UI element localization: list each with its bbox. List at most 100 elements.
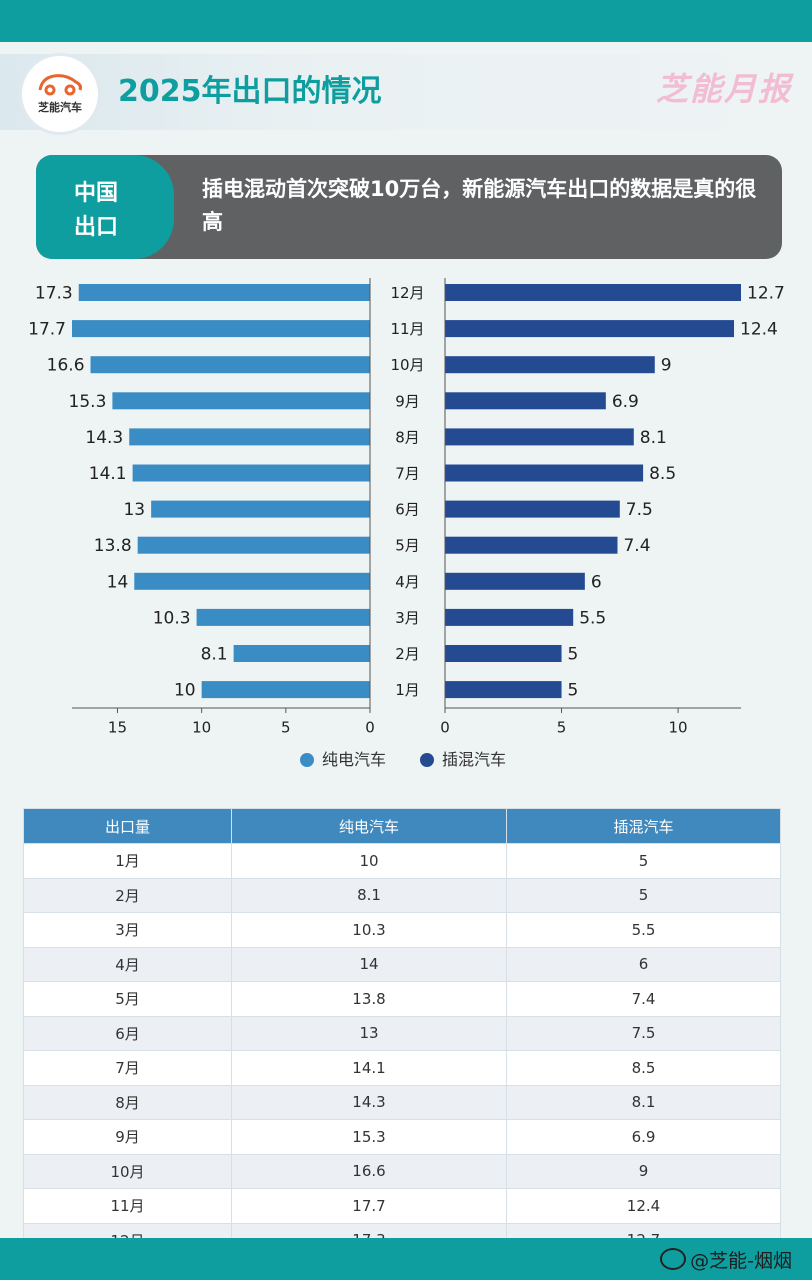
table-cell-bev: 14.3: [231, 1084, 507, 1120]
table-cell-phev: 7.5: [506, 1015, 781, 1051]
data-label-bev: 10: [174, 681, 196, 701]
category-label: 5月: [395, 537, 420, 555]
data-label-bev: 8.1: [201, 645, 228, 665]
brand-mark: 芝能月报: [655, 70, 792, 108]
watermark: @芝能-烟烟: [660, 1246, 792, 1273]
data-table: 出口量 纯电汽车 插混汽车 1月 10 5 2月 8.1 5 3月 10.3 5.5 4月 14 6 5…: [23, 808, 781, 1258]
banner: 中国 出口 插电混动首次突破10万台，新能源汽车出口的数据是真的很高: [36, 155, 782, 259]
table-cell-month: 9月: [23, 1119, 232, 1155]
table-cell-month: 8月: [23, 1084, 232, 1120]
car-logo-icon: [38, 74, 82, 96]
table-row: 2月 8.1 5: [23, 877, 781, 913]
bar-phev: [445, 572, 585, 590]
category-label: 2月: [395, 645, 420, 663]
top-band: [0, 0, 812, 42]
bar-phev: [445, 464, 644, 482]
table-row: 9月 15.3 6.9: [23, 1119, 781, 1155]
right-tick-label: 10: [669, 719, 688, 737]
bar-bev: [134, 572, 370, 590]
bar-phev: [445, 536, 618, 554]
table-cell-bev: 13: [231, 1015, 507, 1051]
table-cell-month: 11月: [23, 1188, 232, 1224]
category-label: 11月: [390, 320, 424, 338]
category-label: 3月: [395, 609, 420, 627]
bar-bev: [196, 608, 370, 626]
banner-text: 插电混动首次突破10万台，新能源汽车出口的数据是真的很高: [202, 177, 757, 234]
data-label-bev: 15.3: [69, 392, 107, 412]
bar-phev: [445, 428, 634, 446]
data-label-phev: 12.4: [740, 320, 778, 340]
data-label-phev: 5: [568, 645, 579, 665]
table-row: 1月 10 5: [23, 843, 781, 879]
table-row: 5月 13.8 7.4: [23, 981, 781, 1017]
bar-phev: [445, 681, 562, 699]
bar-bev: [201, 681, 370, 699]
table-cell-phev: 7.4: [506, 981, 781, 1017]
data-label-phev: 6: [591, 572, 602, 592]
bar-bev: [78, 284, 370, 301]
table-row: 11月 17.7 12.4: [23, 1188, 781, 1224]
data-label-phev: 7.5: [626, 500, 653, 520]
table-row: 7月 14.1 8.5: [23, 1050, 781, 1086]
category-label: 4月: [395, 573, 420, 591]
table-cell-bev: 17.7: [231, 1188, 507, 1224]
table-cell-bev: 14.1: [231, 1050, 507, 1086]
left-tick-label: 0: [365, 719, 375, 737]
table-header-phev: 插混汽车: [506, 808, 781, 844]
data-label-bev: 13.8: [94, 536, 132, 556]
table-row: 6月 13 7.5: [23, 1015, 781, 1051]
table-cell-phev: 6: [506, 946, 781, 982]
left-tick-label: 5: [281, 719, 291, 737]
chart-legend: 纯电汽车 插混汽车: [0, 748, 812, 772]
legend-dot-phev: [420, 753, 434, 767]
logo: 芝能汽车: [22, 56, 98, 132]
left-tick-label: 10: [192, 719, 211, 737]
bar-bev: [112, 392, 371, 410]
page-title: 2025年出口的情况: [118, 74, 382, 109]
table-cell-phev: 5.5: [506, 912, 781, 948]
bar-phev: [445, 392, 606, 410]
table-cell-bev: 15.3: [231, 1119, 507, 1155]
category-label: 12月: [390, 284, 424, 302]
data-label-bev: 17.7: [28, 320, 66, 340]
table-cell-bev: 16.6: [231, 1153, 507, 1189]
data-label-bev: 14.1: [89, 464, 127, 484]
data-label-bev: 16.6: [47, 356, 85, 376]
data-label-phev: 5.5: [579, 608, 606, 628]
data-label-bev: 14: [107, 572, 129, 592]
category-label: 6月: [395, 501, 420, 519]
header-strip: [0, 54, 812, 130]
bar-bev: [233, 645, 370, 662]
bar-bev: [132, 464, 370, 482]
category-label: 9月: [395, 392, 420, 410]
right-tick-label: 5: [557, 719, 567, 737]
bar-phev: [445, 284, 741, 301]
data-label-bev: 14.3: [85, 428, 123, 448]
table-cell-month: 1月: [23, 843, 232, 879]
data-label-phev: 8.5: [649, 464, 676, 484]
data-label-phev: 9: [661, 356, 672, 376]
table-row: 3月 10.3 5.5: [23, 912, 781, 948]
table-cell-month: 2月: [23, 877, 232, 913]
data-label-phev: 12.7: [747, 284, 785, 304]
banner-tag: 中国 出口: [36, 155, 174, 259]
bar-phev: [445, 320, 735, 338]
bar-bev: [137, 536, 370, 554]
data-label-phev: 6.9: [612, 392, 639, 412]
logo-text: 芝能汽车: [38, 101, 82, 114]
bar-phev: [445, 500, 620, 518]
table-cell-month: 6月: [23, 1015, 232, 1051]
banner-tag-line2: 出口: [74, 215, 119, 240]
table-cell-bev: 14: [231, 946, 507, 982]
category-label: 7月: [395, 465, 420, 483]
table-cell-phev: 5: [506, 843, 781, 879]
legend-label-phev: 插混汽车: [442, 750, 507, 769]
data-label-phev: 5: [568, 681, 579, 701]
bar-bev: [90, 356, 370, 374]
data-label-bev: 13: [123, 500, 145, 520]
category-label: 1月: [395, 681, 420, 699]
table-row: 8月 14.3 8.1: [23, 1084, 781, 1120]
bar-bev: [129, 428, 370, 446]
banner-tag-line1: 中国: [74, 181, 119, 206]
table-cell-phev: 5: [506, 877, 781, 913]
